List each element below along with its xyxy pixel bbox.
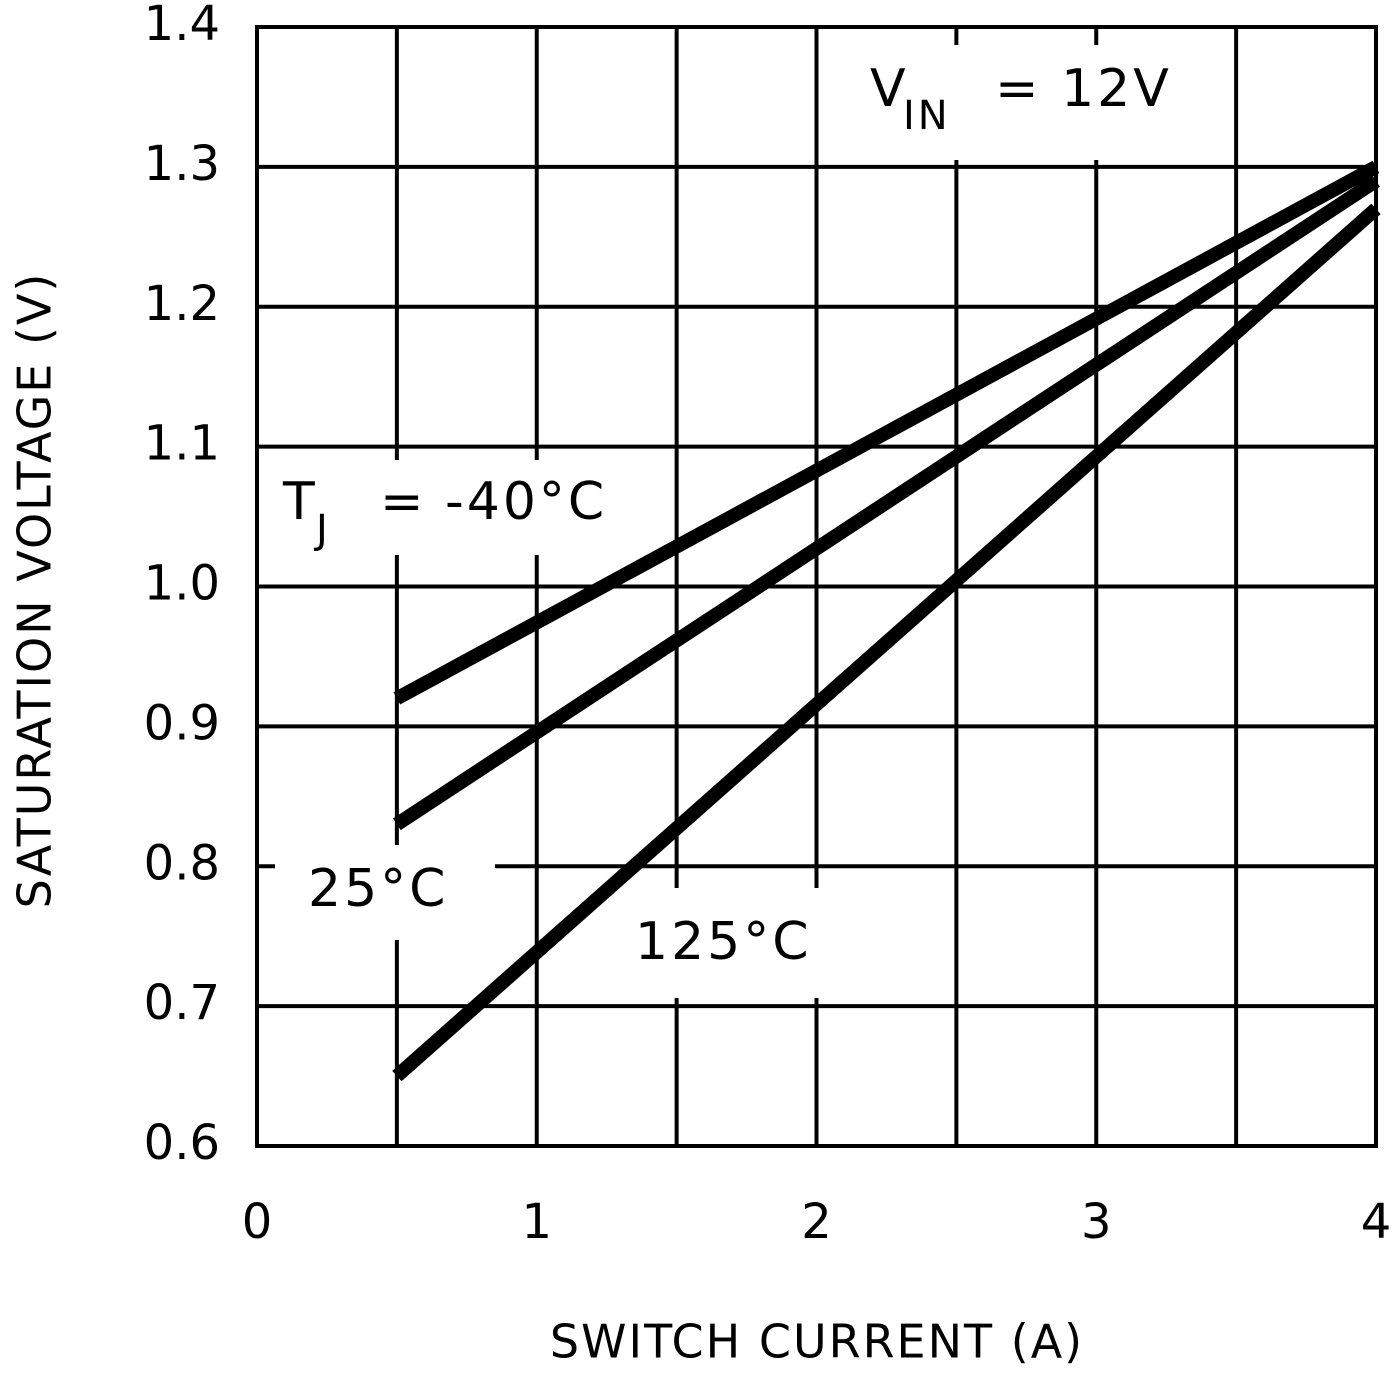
- vin-subscript: IN: [903, 93, 951, 139]
- tj-equals: =: [380, 472, 427, 532]
- x-tick-label: 0: [242, 1194, 273, 1250]
- x-tick-label: 2: [801, 1194, 832, 1250]
- y-tick-label: 1.2: [144, 276, 220, 332]
- y-tick-label: 0.9: [144, 695, 220, 751]
- label-background: [860, 45, 1205, 160]
- y-tick-label: 1.1: [144, 416, 220, 472]
- y-tick-label: 1.3: [144, 136, 220, 192]
- x-tick-label: 3: [1081, 1194, 1112, 1250]
- vin-value: = 12V: [995, 59, 1172, 119]
- x-axis-title: SWITCH CURRENT (A): [550, 1315, 1084, 1369]
- y-tick-label: 0.6: [144, 1115, 220, 1171]
- y-tick-label: 0.7: [144, 975, 220, 1031]
- x-tick-label: 1: [521, 1194, 552, 1250]
- y-axis-title: SATURATION VOLTAGE (V): [8, 272, 62, 909]
- series-line: [393, 175, 1380, 831]
- series-line: [392, 203, 1381, 1082]
- y-tick-label: 1.4: [144, 0, 220, 52]
- label-background: [625, 888, 840, 998]
- series-label: 25°C: [308, 859, 448, 919]
- label-background: [268, 460, 653, 555]
- tj-label: T: [282, 472, 318, 532]
- x-tick-label: 4: [1361, 1194, 1392, 1250]
- vin-label: V: [870, 59, 909, 119]
- series-label: -40°C: [445, 472, 607, 532]
- y-tick-label: 1.0: [144, 556, 220, 612]
- plot-frame: [255, 25, 1378, 1148]
- series-label: 125°C: [635, 912, 812, 972]
- series-line: [393, 160, 1380, 705]
- tj-subscript: J: [313, 507, 331, 553]
- y-tick-label: 0.8: [144, 835, 220, 891]
- label-background: [275, 845, 495, 940]
